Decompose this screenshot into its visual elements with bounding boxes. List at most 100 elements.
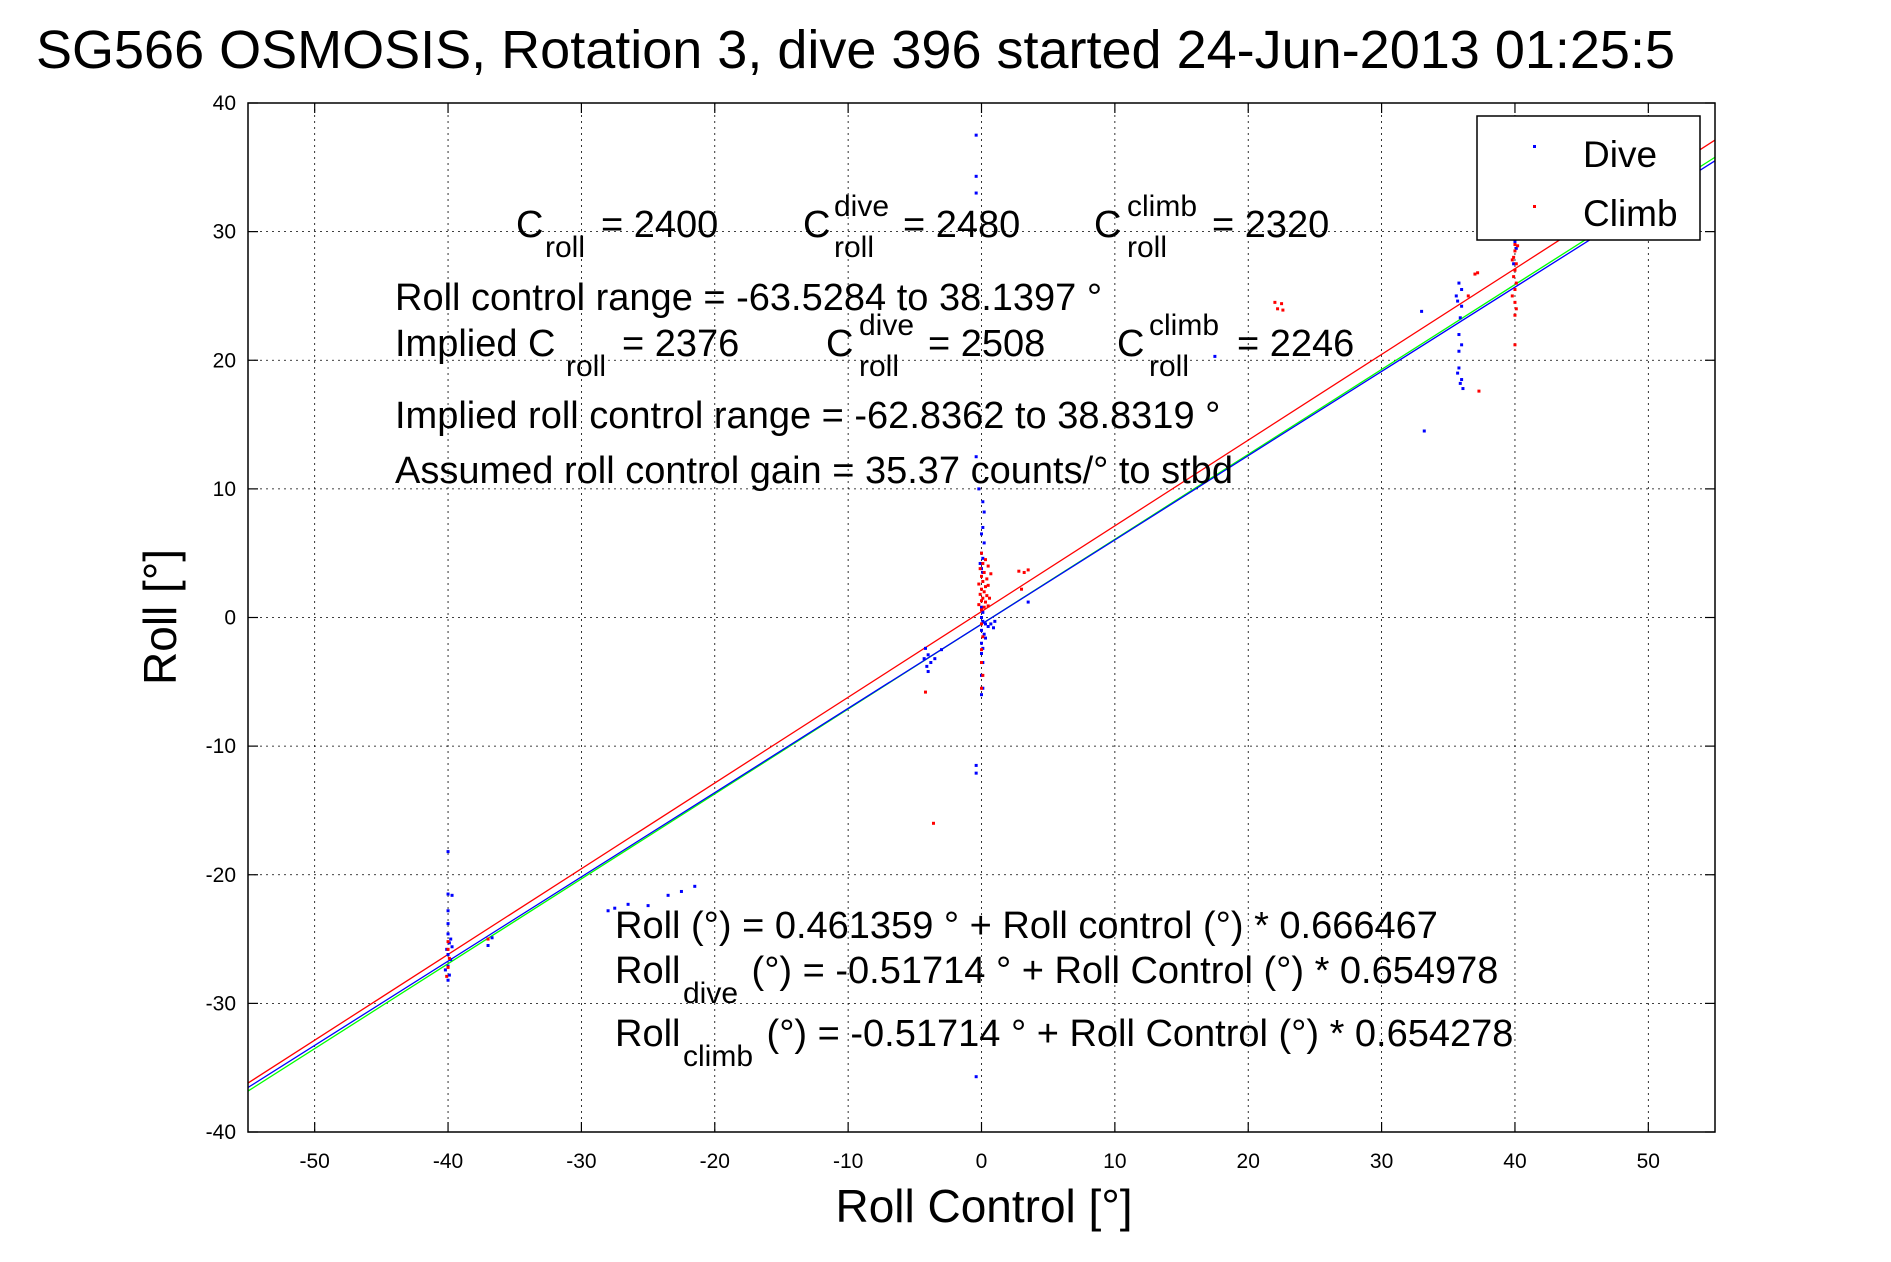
data-point bbox=[974, 455, 978, 459]
annotation-implied-climb: C climb roll = 2246 bbox=[1117, 309, 1354, 383]
legend-box bbox=[1476, 115, 1701, 241]
data-point bbox=[977, 487, 981, 491]
data-point bbox=[1512, 262, 1516, 266]
implied-c-roll-prefix: Implied C bbox=[395, 323, 556, 365]
implied-dive-superscript: dive bbox=[859, 309, 914, 342]
data-point bbox=[1020, 587, 1024, 591]
data-point bbox=[980, 599, 983, 603]
data-point bbox=[974, 133, 978, 137]
data-point bbox=[446, 922, 450, 926]
equation-roll-climb-subscript: climb bbox=[683, 1040, 753, 1073]
data-point bbox=[981, 500, 985, 504]
equation-roll-climb-rest: (°) = -0.51714 ° + Roll Control (°) * 0.… bbox=[756, 1013, 1513, 1055]
data-point bbox=[446, 978, 450, 982]
data-point bbox=[446, 932, 450, 936]
y-axis-label: Roll [°] bbox=[134, 549, 186, 685]
c-roll-dive-superscript: dive bbox=[834, 190, 889, 223]
data-point bbox=[1281, 308, 1285, 312]
data-point bbox=[1513, 313, 1517, 317]
data-point bbox=[929, 661, 933, 665]
data-point bbox=[666, 893, 670, 897]
data-point bbox=[446, 892, 450, 896]
data-point bbox=[981, 619, 985, 623]
data-point bbox=[982, 510, 986, 514]
data-point bbox=[1514, 246, 1518, 250]
data-point bbox=[923, 690, 927, 694]
data-point bbox=[446, 965, 450, 969]
data-point bbox=[980, 551, 983, 555]
data-point bbox=[981, 561, 985, 565]
data-point bbox=[445, 974, 449, 978]
data-point bbox=[1513, 343, 1517, 347]
data-point bbox=[989, 622, 993, 626]
data-point bbox=[986, 564, 990, 568]
data-point bbox=[1026, 600, 1030, 604]
data-point bbox=[1213, 354, 1217, 358]
data-point bbox=[980, 648, 983, 652]
data-point bbox=[1513, 268, 1517, 272]
data-point bbox=[974, 763, 978, 767]
x-axis-label: Roll Control [°] bbox=[835, 1180, 1132, 1232]
data-point bbox=[1457, 349, 1461, 353]
data-point bbox=[980, 661, 983, 665]
data-point bbox=[982, 605, 986, 609]
data-point bbox=[1512, 255, 1516, 259]
data-point bbox=[984, 622, 988, 626]
c-roll-climb-value: = 2320 bbox=[1212, 204, 1329, 246]
data-point bbox=[1457, 281, 1461, 285]
implied-dive-value: = 2508 bbox=[928, 323, 1045, 365]
data-point bbox=[980, 693, 983, 697]
c-roll-value: = 2400 bbox=[601, 204, 718, 246]
data-point bbox=[980, 686, 983, 690]
data-point bbox=[606, 909, 610, 913]
y-tick-label: -40 bbox=[206, 1121, 236, 1144]
data-point bbox=[984, 600, 988, 604]
data-point bbox=[989, 572, 993, 576]
data-point bbox=[1513, 242, 1517, 246]
x-tick-label: 0 bbox=[976, 1150, 988, 1173]
data-point bbox=[626, 902, 630, 906]
data-point bbox=[986, 583, 990, 587]
implied-c-roll-subscript: roll bbox=[566, 350, 606, 383]
implied-climb-value: = 2246 bbox=[1237, 323, 1354, 365]
data-point bbox=[1514, 281, 1518, 285]
data-point bbox=[980, 641, 983, 645]
annotation-implied-c-roll: Implied C roll = 2376 bbox=[395, 323, 739, 383]
data-point bbox=[922, 657, 926, 661]
annotation-c-roll-climb: C climb roll = 2320 bbox=[1094, 190, 1329, 264]
data-point bbox=[978, 561, 982, 565]
c-roll-climb-symbol: C bbox=[1094, 204, 1121, 246]
y-tick-label: 40 bbox=[213, 92, 236, 115]
data-point bbox=[1460, 343, 1464, 347]
annotation-c-roll-dive: C dive roll = 2480 bbox=[803, 190, 1020, 264]
y-tick-label: 20 bbox=[213, 349, 236, 372]
data-point bbox=[1510, 258, 1514, 262]
data-point bbox=[986, 625, 990, 629]
data-point bbox=[450, 893, 454, 897]
data-point bbox=[977, 603, 981, 607]
c-roll-climb-superscript: climb bbox=[1127, 190, 1197, 223]
data-point bbox=[992, 626, 996, 630]
x-tick-label: -10 bbox=[833, 1150, 863, 1173]
data-point bbox=[679, 889, 683, 893]
implied-dive-symbol: C bbox=[826, 323, 853, 365]
data-point bbox=[981, 610, 985, 614]
data-point bbox=[1510, 294, 1514, 298]
data-point bbox=[982, 632, 986, 636]
data-point bbox=[1026, 568, 1030, 572]
data-point bbox=[980, 587, 983, 591]
annotation-implied-dive: C dive roll = 2508 bbox=[826, 309, 1045, 383]
data-point bbox=[1473, 272, 1477, 276]
data-point bbox=[974, 1075, 978, 1079]
data-point bbox=[1422, 429, 1426, 433]
data-point bbox=[1513, 249, 1517, 253]
c-roll-dive-value: = 2480 bbox=[903, 204, 1020, 246]
data-point bbox=[974, 191, 978, 195]
x-tick-label: -50 bbox=[300, 1150, 330, 1173]
data-point bbox=[925, 664, 929, 668]
data-point bbox=[981, 673, 985, 677]
legend: Dive Climb bbox=[1476, 115, 1701, 241]
equation-roll-dive-main: Roll bbox=[615, 950, 680, 992]
data-point bbox=[978, 567, 982, 571]
data-point bbox=[980, 532, 983, 536]
